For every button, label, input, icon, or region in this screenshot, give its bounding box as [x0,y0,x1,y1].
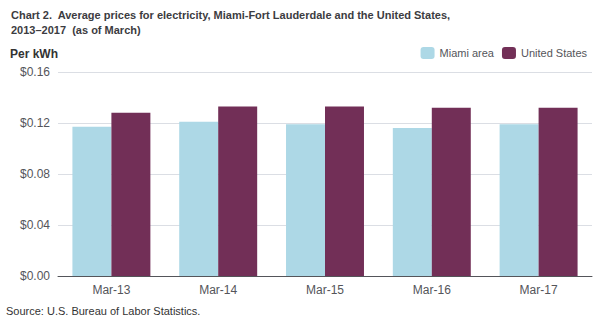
svg-text:$0.12: $0.12 [20,116,50,130]
svg-text:Chart 2. Average prices for e: Chart 2. Average prices for electricity,… [11,9,450,21]
svg-text:$0.16: $0.16 [20,65,50,79]
svg-text:$0.08: $0.08 [20,167,50,181]
svg-text:Miami area: Miami area [440,47,495,59]
svg-text:Mar-17: Mar-17 [520,283,558,297]
svg-text:$0.00: $0.00 [20,269,50,283]
svg-text:Mar-16: Mar-16 [413,283,451,297]
svg-text:Mar-13: Mar-13 [92,283,130,297]
svg-text:Per kWh: Per kWh [10,47,58,61]
svg-text:Mar-14: Mar-14 [199,283,237,297]
svg-text:United States: United States [521,47,588,59]
svg-text:Mar-15: Mar-15 [306,283,344,297]
svg-text:Source: U.S. Bureau of Labor S: Source: U.S. Bureau of Labor Statistics. [6,305,200,317]
svg-text:2013–2017 (as of March): 2013–2017 (as of March) [11,24,141,36]
svg-text:$0.04: $0.04 [20,218,50,232]
